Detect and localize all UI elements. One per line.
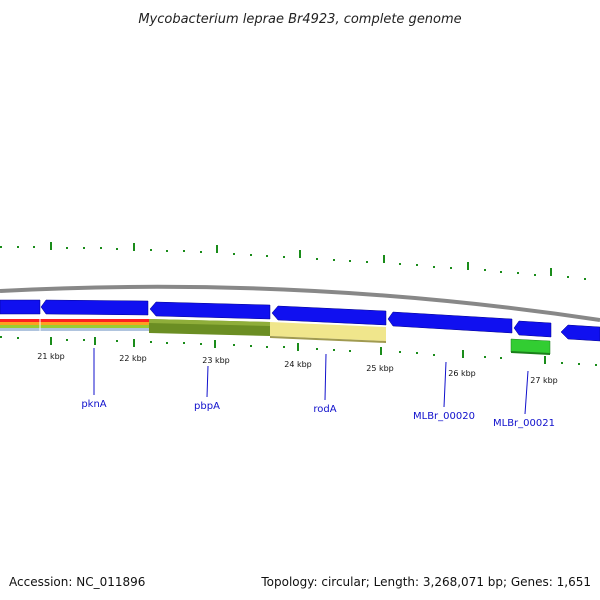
scale-label-21kbp: 21 kbp <box>37 352 65 361</box>
gene-track <box>0 299 600 355</box>
gene-arrow-MLBr_00020[interactable] <box>387 311 513 334</box>
scale-label-27kbp: 27 kbp <box>530 376 558 385</box>
scale-label-24kbp: 24 kbp <box>284 360 312 369</box>
olive-band <box>149 319 270 336</box>
gene-label-rodA[interactable]: rodA <box>313 404 336 415</box>
khaki-band <box>270 322 386 343</box>
scale-label-23kbp: 23 kbp <box>202 356 230 365</box>
outer-tick-ring <box>0 242 586 280</box>
genome-backbone <box>0 284 600 322</box>
gene-arrow-MLBr_00021-upper[interactable] <box>513 320 552 338</box>
scale-label-22kbp: 22 kbp <box>119 354 147 363</box>
gene-label-pbpA[interactable]: pbpA <box>194 401 220 412</box>
gene-arrow[interactable] <box>560 324 600 342</box>
inner-tick-ring <box>0 336 597 366</box>
scale-label-26kbp: 26 kbp <box>448 369 476 378</box>
scale-labels: 21 kbp 22 kbp 23 kbp 24 kbp 25 kbp 26 kb… <box>37 352 558 385</box>
gene-label-pknA[interactable]: pknA <box>81 399 106 410</box>
gene-label-MLBr_00020[interactable]: MLBr_00020 <box>413 411 475 422</box>
gene-arrow-rodA[interactable] <box>271 305 387 326</box>
gene-arrow-pknA[interactable] <box>40 299 149 316</box>
genome-summary-text: Topology: circular; Length: 3,268,071 bp… <box>260 575 591 589</box>
map-title: Mycobacterium leprae Br4923, complete ge… <box>138 12 461 27</box>
gene-label-MLBr_00021[interactable]: MLBr_00021 <box>493 418 555 429</box>
feature-tracks <box>0 318 150 332</box>
gene-label-leaders <box>93 348 529 415</box>
gene-arrow-pbpA[interactable] <box>149 301 271 320</box>
gene-labels: pknA pbpA rodA MLBr_00020 MLBr_00021 <box>81 399 555 429</box>
scale-label-25kbp: 25 kbp <box>366 364 394 373</box>
accession-text: Accession: NC_011896 <box>9 575 145 589</box>
gene-arrow[interactable] <box>0 299 41 315</box>
